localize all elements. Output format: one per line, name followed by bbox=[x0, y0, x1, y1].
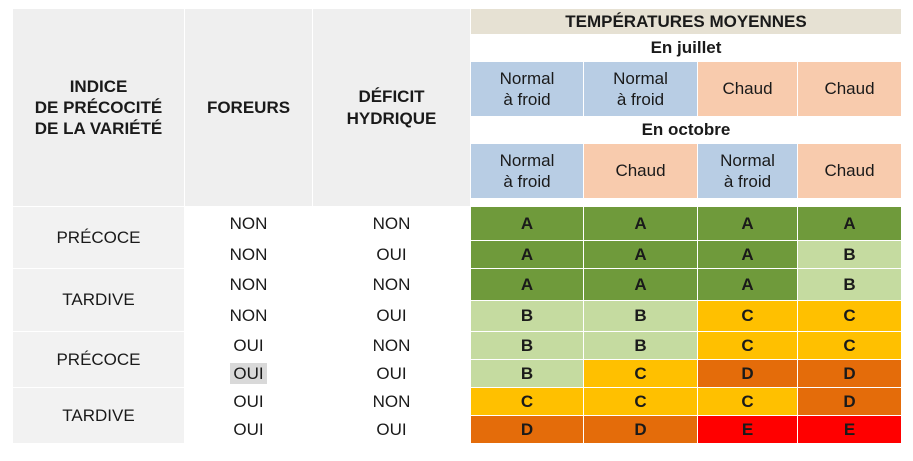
foreurs-value: OUI bbox=[184, 359, 313, 388]
foreurs-value: NON bbox=[184, 268, 313, 301]
grade-cell: E bbox=[797, 415, 902, 444]
grade-cell: D bbox=[583, 415, 698, 444]
grade-cell: B bbox=[470, 331, 584, 360]
group-label: PRÉCOCE bbox=[12, 331, 185, 388]
grade-cell: A bbox=[470, 206, 584, 241]
grade-cell: B bbox=[470, 359, 584, 388]
deficit-value: OUI bbox=[312, 359, 471, 388]
deficit-value: NON bbox=[312, 331, 471, 360]
grade-cell: B bbox=[797, 240, 902, 269]
july-col-2: Normal à froid bbox=[583, 61, 698, 117]
grade-cell: A bbox=[583, 240, 698, 269]
october-col-2: Chaud bbox=[583, 143, 698, 199]
grade-cell: C bbox=[470, 387, 584, 416]
header-precocity: INDICE DE PRÉCOCITÉ DE LA VARIÉTÉ bbox=[12, 8, 185, 207]
group-label: TARDIVE bbox=[12, 387, 185, 444]
october-col-4: Chaud bbox=[797, 143, 902, 199]
grade-cell: A bbox=[470, 268, 584, 301]
grade-cell: D bbox=[797, 359, 902, 388]
july-col-1: Normal à froid bbox=[470, 61, 584, 117]
grade-cell: A bbox=[583, 268, 698, 301]
grade-cell: C bbox=[797, 331, 902, 360]
grade-cell: D bbox=[470, 415, 584, 444]
october-col-3: Normal à froid bbox=[697, 143, 798, 199]
grade-cell: C bbox=[697, 300, 798, 332]
group-label: PRÉCOCE bbox=[12, 206, 185, 269]
foreurs-value: NON bbox=[184, 240, 313, 269]
risk-table: INDICE DE PRÉCOCITÉ DE LA VARIÉTÉ FOREUR… bbox=[12, 8, 902, 444]
deficit-value: NON bbox=[312, 268, 471, 301]
grade-cell: A bbox=[470, 240, 584, 269]
grade-cell: D bbox=[797, 387, 902, 416]
grade-cell: A bbox=[797, 206, 902, 241]
grade-cell: C bbox=[697, 331, 798, 360]
header-temperatures: TEMPÉRATURES MOYENNES bbox=[470, 8, 902, 35]
header-october: En octobre bbox=[470, 116, 902, 144]
deficit-value: OUI bbox=[312, 240, 471, 269]
grade-cell: B bbox=[583, 331, 698, 360]
header-deficit: DÉFICIT HYDRIQUE bbox=[312, 8, 471, 207]
grade-cell: E bbox=[697, 415, 798, 444]
grade-cell: C bbox=[697, 387, 798, 416]
deficit-value: OUI bbox=[312, 300, 471, 332]
grade-cell: C bbox=[583, 359, 698, 388]
foreurs-value: NON bbox=[184, 300, 313, 332]
header-foreurs: FOREURS bbox=[184, 8, 313, 207]
foreurs-value: OUI bbox=[184, 331, 313, 360]
grade-cell: D bbox=[697, 359, 798, 388]
foreurs-value: NON bbox=[184, 206, 313, 241]
grade-cell: B bbox=[797, 268, 902, 301]
grade-cell: B bbox=[583, 300, 698, 332]
deficit-value: NON bbox=[312, 206, 471, 241]
deficit-value: NON bbox=[312, 387, 471, 416]
grade-cell: C bbox=[583, 387, 698, 416]
july-col-3: Chaud bbox=[697, 61, 798, 117]
july-col-4: Chaud bbox=[797, 61, 902, 117]
foreurs-value: OUI bbox=[184, 387, 313, 416]
october-col-1: Normal à froid bbox=[470, 143, 584, 199]
deficit-value: OUI bbox=[312, 415, 471, 444]
header-july: En juillet bbox=[470, 34, 902, 62]
grade-cell: A bbox=[697, 268, 798, 301]
grade-cell: B bbox=[470, 300, 584, 332]
highlighted-value: OUI bbox=[230, 362, 267, 384]
foreurs-value: OUI bbox=[184, 415, 313, 444]
grade-cell: C bbox=[797, 300, 902, 332]
group-label: TARDIVE bbox=[12, 268, 185, 332]
grade-cell: A bbox=[697, 240, 798, 269]
grade-cell: A bbox=[697, 206, 798, 241]
grade-cell: A bbox=[583, 206, 698, 241]
